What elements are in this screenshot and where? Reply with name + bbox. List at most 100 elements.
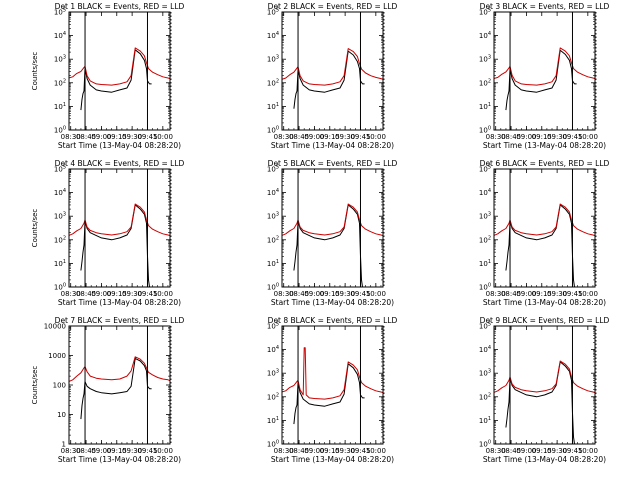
x-tick-label: 08:30 <box>274 447 294 455</box>
x-tick-label: 08:30 <box>274 290 294 298</box>
plot-frame <box>68 168 171 288</box>
y-tick-label: 101 <box>54 102 66 111</box>
y-tick-label: 104 <box>267 31 279 40</box>
y-tick-label: 104 <box>479 188 491 197</box>
x-tick-label: 09:15 <box>107 133 127 141</box>
plot-frame <box>493 325 596 445</box>
panel-title: Det 7 BLACK = Events, RED = LLD <box>55 316 185 325</box>
plot-frame <box>493 168 596 288</box>
x-tick-label: 09:45 <box>137 133 157 141</box>
x-tick-label: 08:45 <box>289 290 309 298</box>
y-tick-label: 105 <box>479 165 491 174</box>
y-tick-label: 101 <box>267 259 279 268</box>
x-tick-label: 09:15 <box>320 447 340 455</box>
x-axis-label: Start Time (13-May-04 08:28:20) <box>483 455 606 464</box>
x-tick-label: 09:45 <box>562 447 582 455</box>
y-tick-label: 104 <box>54 31 66 40</box>
y-tick-label: 102 <box>479 235 491 244</box>
events-series-line <box>293 363 365 425</box>
y-tick-label: 104 <box>479 31 491 40</box>
x-tick-label: 09:30 <box>335 447 355 455</box>
x-axis-label: Start Time (13-May-04 08:28:20) <box>483 141 606 150</box>
chart-panel: Det 6 BLACK = Events, RED = LLD Start Tim… <box>479 159 610 307</box>
y-tick-label: 100 <box>479 440 491 449</box>
x-tick-label: 08:45 <box>76 290 96 298</box>
lld-series-line <box>281 203 384 237</box>
x-tick-label: 10:00 <box>366 133 386 141</box>
panel-title: Det 4 BLACK = Events, RED = LLD <box>55 159 185 168</box>
x-tick-label: 09:15 <box>320 133 340 141</box>
x-tick-label: 09:15 <box>532 447 552 455</box>
x-tick-label: 09:45 <box>350 133 370 141</box>
x-tick-label: 09:00 <box>516 133 536 141</box>
x-tick-label: 09:00 <box>91 447 111 455</box>
events-series-line <box>80 357 152 420</box>
lld-series-line <box>493 203 596 237</box>
y-tick-label: 102 <box>479 392 491 401</box>
x-tick-label: 09:00 <box>304 290 324 298</box>
panel-title: Det 5 BLACK = Events, RED = LLD <box>268 159 398 168</box>
panel-title: Det 9 BLACK = Events, RED = LLD <box>480 316 610 325</box>
x-axis-label: Start Time (13-May-04 08:28:20) <box>58 298 181 307</box>
x-axis-label: Start Time (13-May-04 08:28:20) <box>271 455 394 464</box>
events-series-line <box>505 49 577 111</box>
x-axis-label: Start Time (13-May-04 08:28:20) <box>58 141 181 150</box>
y-tick-label: 105 <box>54 165 66 174</box>
y-tick-label: 100 <box>479 283 491 292</box>
x-tick-label: 09:30 <box>547 447 567 455</box>
y-tick-label: 100 <box>54 126 66 135</box>
x-tick-label: 08:45 <box>501 447 521 455</box>
x-tick-label: 09:45 <box>137 290 157 298</box>
y-tick-label: 102 <box>267 392 279 401</box>
chart-panel: Det 2 BLACK = Events, RED = LLD Start Tim… <box>267 2 398 150</box>
chart-panel: Det 7 BLACK = Events, RED = LLD Start Tim… <box>31 316 185 464</box>
plot-frame <box>68 325 171 445</box>
y-axis-label: Counts/sec <box>31 366 39 405</box>
x-tick-label: 09:00 <box>304 447 324 455</box>
y-tick-label: 1000 <box>48 352 66 360</box>
x-tick-label: 08:30 <box>274 133 294 141</box>
panel-title: Det 1 BLACK = Events, RED = LLD <box>55 2 185 11</box>
x-tick-label: 08:45 <box>501 290 521 298</box>
x-tick-label: 09:00 <box>91 290 111 298</box>
lld-series-line <box>493 47 596 86</box>
x-tick-label: 09:30 <box>547 133 567 141</box>
y-tick-label: 102 <box>479 78 491 87</box>
x-tick-label: 09:45 <box>562 133 582 141</box>
events-series-line <box>505 361 575 445</box>
y-axis-label: Counts/sec <box>31 209 39 248</box>
y-tick-label: 103 <box>54 55 66 64</box>
x-tick-label: 10:00 <box>153 290 173 298</box>
events-series-line <box>80 49 152 111</box>
x-tick-label: 09:00 <box>304 133 324 141</box>
x-tick-label: 08:45 <box>76 447 96 455</box>
x-tick-label: 08:45 <box>289 133 309 141</box>
x-tick-label: 10:00 <box>153 133 173 141</box>
x-tick-label: 09:00 <box>516 447 536 455</box>
y-tick-label: 103 <box>479 212 491 221</box>
plot-frame <box>281 168 384 288</box>
x-axis-label: Start Time (13-May-04 08:28:20) <box>483 298 606 307</box>
chart-panel: Det 1 BLACK = Events, RED = LLD Start Tim… <box>31 2 185 150</box>
y-tick-label: 103 <box>479 55 491 64</box>
panel-title: Det 2 BLACK = Events, RED = LLD <box>268 2 398 11</box>
x-tick-label: 08:30 <box>486 133 506 141</box>
x-tick-label: 09:45 <box>137 447 157 455</box>
x-tick-label: 10:00 <box>578 133 598 141</box>
y-axis-label: Counts/sec <box>31 52 39 91</box>
y-tick-label: 101 <box>479 416 491 425</box>
y-tick-label: 104 <box>479 345 491 354</box>
chart-panel: Det 4 BLACK = Events, RED = LLD Start Tim… <box>31 159 185 307</box>
x-axis-label: Start Time (13-May-04 08:28:20) <box>58 455 181 464</box>
x-tick-label: 09:30 <box>335 290 355 298</box>
y-tick-label: 105 <box>479 8 491 17</box>
y-tick-label: 101 <box>479 102 491 111</box>
plot-frame <box>281 325 384 445</box>
x-tick-label: 09:15 <box>320 290 340 298</box>
x-tick-label: 08:45 <box>76 133 96 141</box>
plot-frame <box>68 11 171 131</box>
x-tick-label: 09:45 <box>350 447 370 455</box>
y-tick-label: 105 <box>267 8 279 17</box>
x-tick-label: 10:00 <box>366 447 386 455</box>
x-tick-label: 10:00 <box>578 290 598 298</box>
